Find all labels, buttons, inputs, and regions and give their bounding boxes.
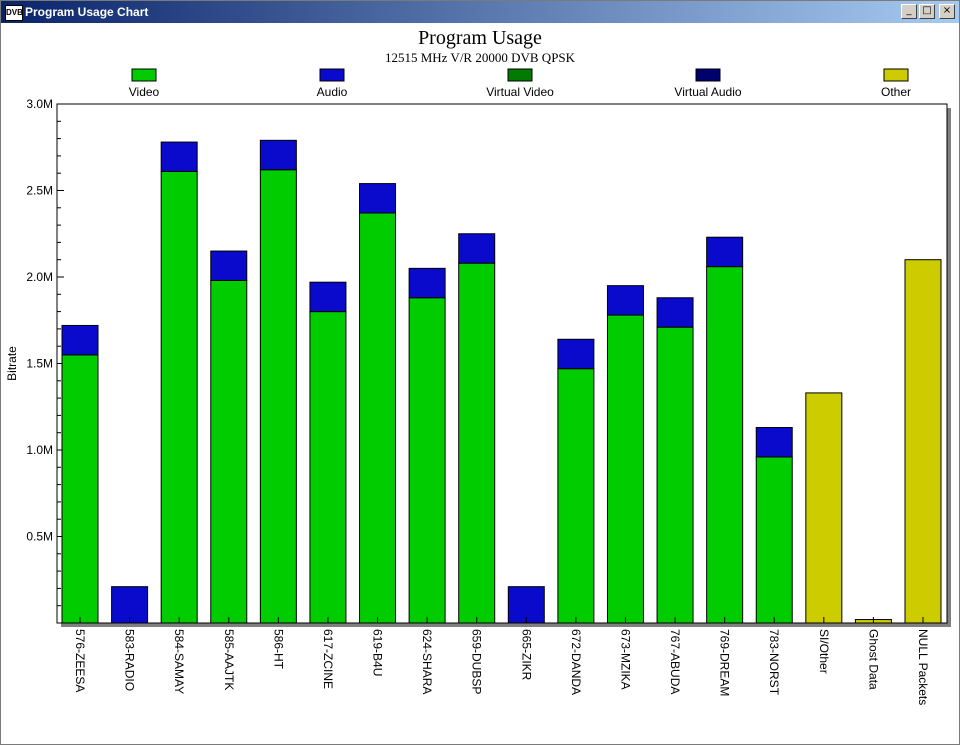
plot-frame xyxy=(56,103,948,624)
x-tick-label: Ghost Data xyxy=(866,629,880,690)
bar-segment xyxy=(507,586,545,624)
legend-swatch xyxy=(695,68,721,82)
bar-segment xyxy=(210,250,248,281)
minimize-button[interactable]: _ xyxy=(901,4,917,19)
legend-swatch xyxy=(883,68,909,82)
maximize-button[interactable]: □ xyxy=(919,4,935,19)
bar-segment xyxy=(706,236,744,268)
window-controls: _ □ × xyxy=(901,4,955,19)
window-title: Program Usage Chart xyxy=(25,5,149,19)
x-tick-label: 769-DREAM xyxy=(718,629,732,696)
y-tick-label: 1.5M xyxy=(26,357,53,371)
y-tick-label: 2.0M xyxy=(26,270,53,284)
x-tick-label: 624-SHARA xyxy=(420,629,434,694)
legend-swatch xyxy=(131,68,157,82)
bar-segment xyxy=(259,139,297,171)
bar-segment xyxy=(160,141,198,172)
x-tick-label: NULL Packets xyxy=(916,629,930,705)
bar-segment xyxy=(359,212,397,624)
bar-segment xyxy=(210,279,248,624)
bar-segment xyxy=(606,285,644,316)
bar-segment xyxy=(309,311,347,624)
legend-label: Other xyxy=(881,85,911,99)
bar-segment xyxy=(359,183,397,214)
bar-segment xyxy=(458,233,496,264)
program-usage-chart: Video Audio Virtual Video Virtual Audio Othe… xyxy=(5,68,951,705)
bar-segment xyxy=(160,170,198,624)
x-tick-label: 617-ZCINE xyxy=(321,629,335,689)
bar-segment xyxy=(755,427,793,458)
legend-swatch xyxy=(507,68,533,82)
x-tick-label: 586-HT xyxy=(271,629,285,670)
bar-segment xyxy=(656,297,694,328)
bar-segment xyxy=(706,266,744,624)
bar-segment xyxy=(656,326,694,624)
x-tick-label: 672-DANDA xyxy=(569,629,583,695)
y-tick-label: 0.5M xyxy=(26,530,53,544)
legend-label: Virtual Audio xyxy=(674,85,741,99)
title-bar[interactable]: DVB Program Usage Chart _ □ × xyxy=(1,1,959,23)
app-icon: DVB xyxy=(5,5,23,21)
x-tick-label: SI/Other xyxy=(817,629,831,674)
x-tick-label: 665-ZIKR xyxy=(519,629,533,681)
chart-area: Program Usage 12515 MHz V/R 20000 DVB QP… xyxy=(1,23,959,744)
bar-segment xyxy=(805,392,843,624)
x-tick-label: 583-RADIO xyxy=(123,629,137,691)
y-tick-label: 2.5M xyxy=(26,184,53,198)
close-button[interactable]: × xyxy=(939,4,955,19)
chart-title: Program Usage xyxy=(418,27,542,49)
x-tick-label: 767-ABUDA xyxy=(668,629,682,694)
bar-segment xyxy=(259,169,297,624)
legend-label: Video xyxy=(129,85,160,99)
chart-subtitle: 12515 MHz V/R 20000 DVB QPSK xyxy=(384,50,576,65)
x-tick-label: 673-MZIKA xyxy=(618,629,632,690)
legend-swatch xyxy=(319,68,345,82)
bar-segment xyxy=(408,267,446,299)
y-axis-label: Bitrate xyxy=(5,346,19,381)
bar-segment xyxy=(458,262,496,624)
legend-label: Virtual Video xyxy=(486,85,554,99)
bar-segment xyxy=(606,314,644,624)
bar-segment xyxy=(557,338,595,370)
x-tick-label: 585-AAJTK xyxy=(222,629,236,690)
x-tick-label: 783-NORST xyxy=(767,629,781,696)
legend-label: Audio xyxy=(317,85,348,99)
x-tick-label: 619-B4U xyxy=(371,629,385,676)
bar-segment xyxy=(309,281,347,313)
x-tick-label: 576-ZEESA xyxy=(73,629,87,692)
x-tick-label: 659-DUBSP xyxy=(470,629,484,694)
y-tick-label: 1.0M xyxy=(26,443,53,457)
bar-segment xyxy=(904,259,942,624)
y-tick-label: 3.0M xyxy=(26,97,53,111)
bar-segment xyxy=(61,354,99,624)
bar-segment xyxy=(557,368,595,624)
bar-segment xyxy=(755,456,793,624)
x-tick-label: 584-SAMAY xyxy=(172,629,186,694)
bar-segment xyxy=(61,324,99,356)
bar-segment xyxy=(408,297,446,624)
